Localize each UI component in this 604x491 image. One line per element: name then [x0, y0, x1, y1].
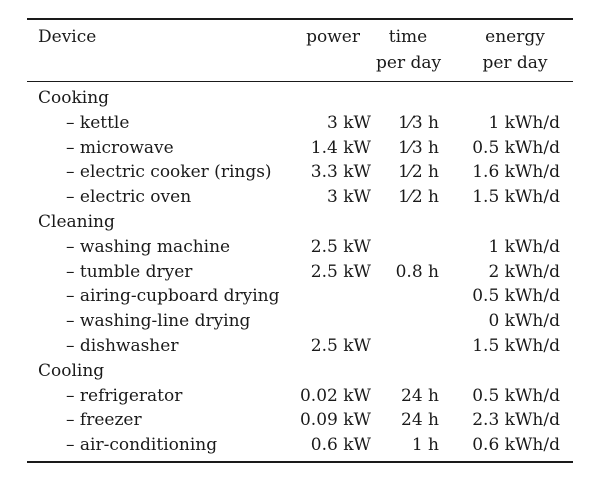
energy-cell: 0 kWh/d [488, 311, 560, 331]
power-cell: 1.4 kW [310, 138, 371, 158]
power-cell: 2.5 kW [310, 336, 371, 356]
header-time-line2: per day [376, 53, 442, 73]
device-label: – freezer [66, 410, 142, 430]
time-cell: 1⁄3 h [398, 138, 439, 158]
power-cell: 3 kW [327, 113, 371, 133]
energy-cell: 1.6 kWh/d [472, 162, 560, 182]
device-label: – microwave [66, 138, 174, 158]
device-label: – air-conditioning [66, 435, 218, 455]
energy-cell: 1 kWh/d [488, 237, 560, 257]
table-top-rule [27, 18, 573, 20]
device-label: – dishwasher [66, 336, 179, 356]
group-label: Cooking [38, 88, 110, 108]
time-cell: 24 h [401, 410, 439, 430]
header-power: power [306, 27, 360, 47]
energy-cell: 1 kWh/d [488, 113, 560, 133]
device-label: – airing-cupboard drying [66, 286, 280, 306]
time-cell: 1⁄2 h [398, 187, 439, 207]
group-label: Cleaning [38, 212, 115, 232]
power-cell: 2.5 kW [310, 237, 371, 257]
table-bottom-rule [27, 461, 573, 463]
energy-cell: 0.6 kWh/d [472, 435, 560, 455]
energy-cell: 0.5 kWh/d [472, 386, 560, 406]
time-cell: 0.8 h [395, 262, 439, 282]
header-energy-line1: energy [485, 27, 545, 47]
device-label: – electric cooker (rings) [66, 162, 272, 182]
power-cell: 3.3 kW [310, 162, 371, 182]
device-label: – electric oven [66, 187, 192, 207]
energy-cell: 1.5 kWh/d [472, 187, 560, 207]
device-label: – kettle [66, 113, 130, 133]
power-cell: 0.09 kW [299, 410, 371, 430]
device-label: – tumble dryer [66, 262, 193, 282]
device-label: – washing-line drying [66, 311, 251, 331]
header-time-line1: time [388, 27, 428, 47]
group-label: Cooling [38, 361, 105, 381]
header-energy-line2: per day [482, 53, 548, 73]
header-device: Device [38, 27, 97, 47]
device-label: – washing machine [66, 237, 231, 257]
energy-cell: 0.5 kWh/d [472, 286, 560, 306]
time-cell: 1 h [411, 435, 439, 455]
power-cell: 3 kW [327, 187, 371, 207]
time-cell: 24 h [401, 386, 439, 406]
power-cell: 0.02 kW [299, 386, 371, 406]
time-cell: 1⁄3 h [398, 113, 439, 133]
energy-cell: 2.3 kWh/d [472, 410, 560, 430]
power-cell: 0.6 kW [310, 435, 371, 455]
energy-cell: 2 kWh/d [488, 262, 560, 282]
power-cell: 2.5 kW [310, 262, 371, 282]
energy-cell: 0.5 kWh/d [472, 138, 560, 158]
device-label: – refrigerator [66, 386, 183, 406]
energy-cell: 1.5 kWh/d [472, 336, 560, 356]
table-header-rule [27, 81, 573, 82]
time-cell: 1⁄2 h [398, 162, 439, 182]
